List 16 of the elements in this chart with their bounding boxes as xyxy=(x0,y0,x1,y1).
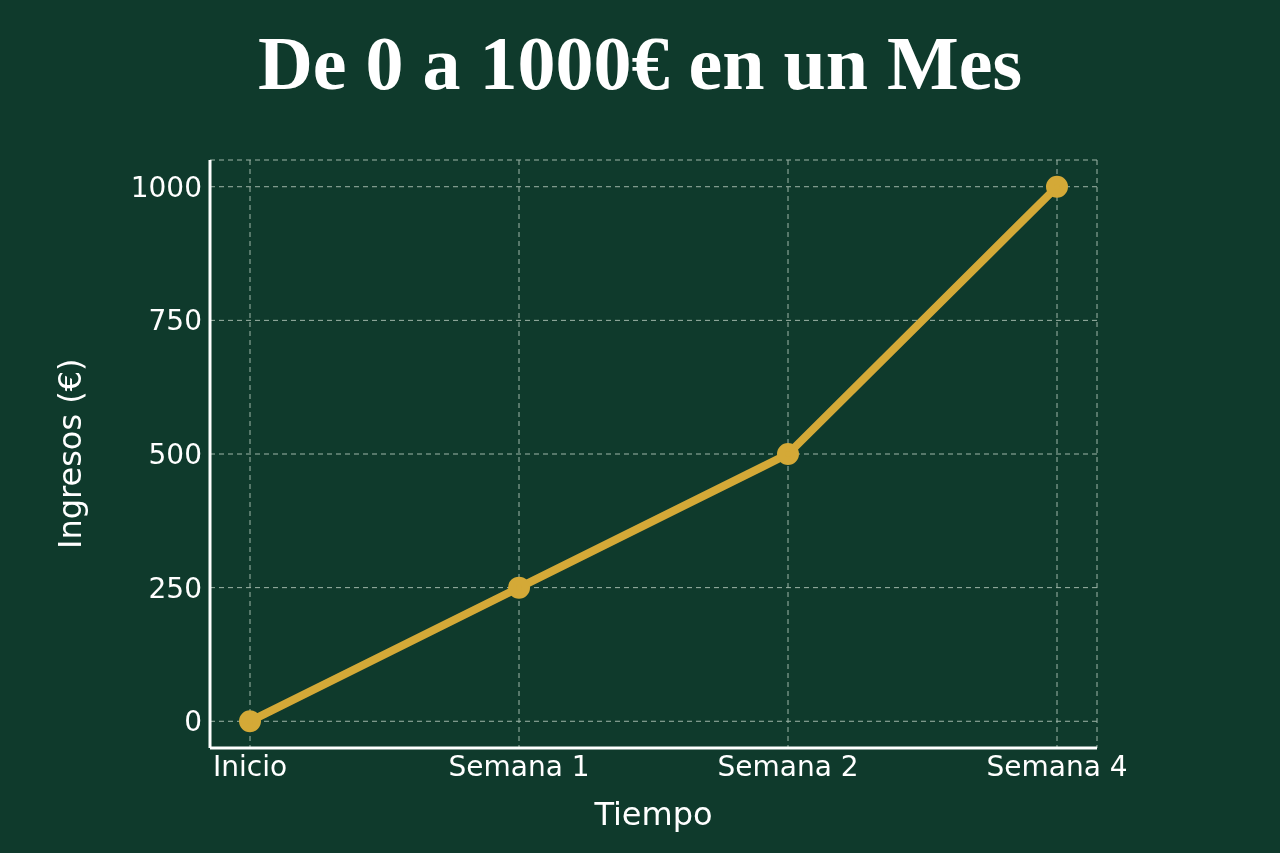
chart-title: De 0 a 1000€ en un Mes xyxy=(256,20,1024,107)
x-axis-title: Tiempo xyxy=(593,795,713,833)
point xyxy=(1046,175,1068,198)
y-tick-label: 750 xyxy=(148,304,202,338)
x-tick-label: Semana 2 xyxy=(717,749,859,783)
y-tick-label: 500 xyxy=(148,437,202,471)
point xyxy=(777,443,799,465)
x-tick-label: Semana 1 xyxy=(448,749,590,783)
y-tick-label: 0 xyxy=(184,705,202,739)
y-axis-title: Ingresos (€) xyxy=(51,358,90,549)
x-tick-label: Inicio xyxy=(212,749,288,783)
x-tick-label: Semana 4 xyxy=(986,749,1128,783)
y-tick-label: 250 xyxy=(148,571,202,605)
y-tick-label: 1000 xyxy=(130,170,202,204)
point xyxy=(508,576,530,599)
point xyxy=(239,710,261,733)
